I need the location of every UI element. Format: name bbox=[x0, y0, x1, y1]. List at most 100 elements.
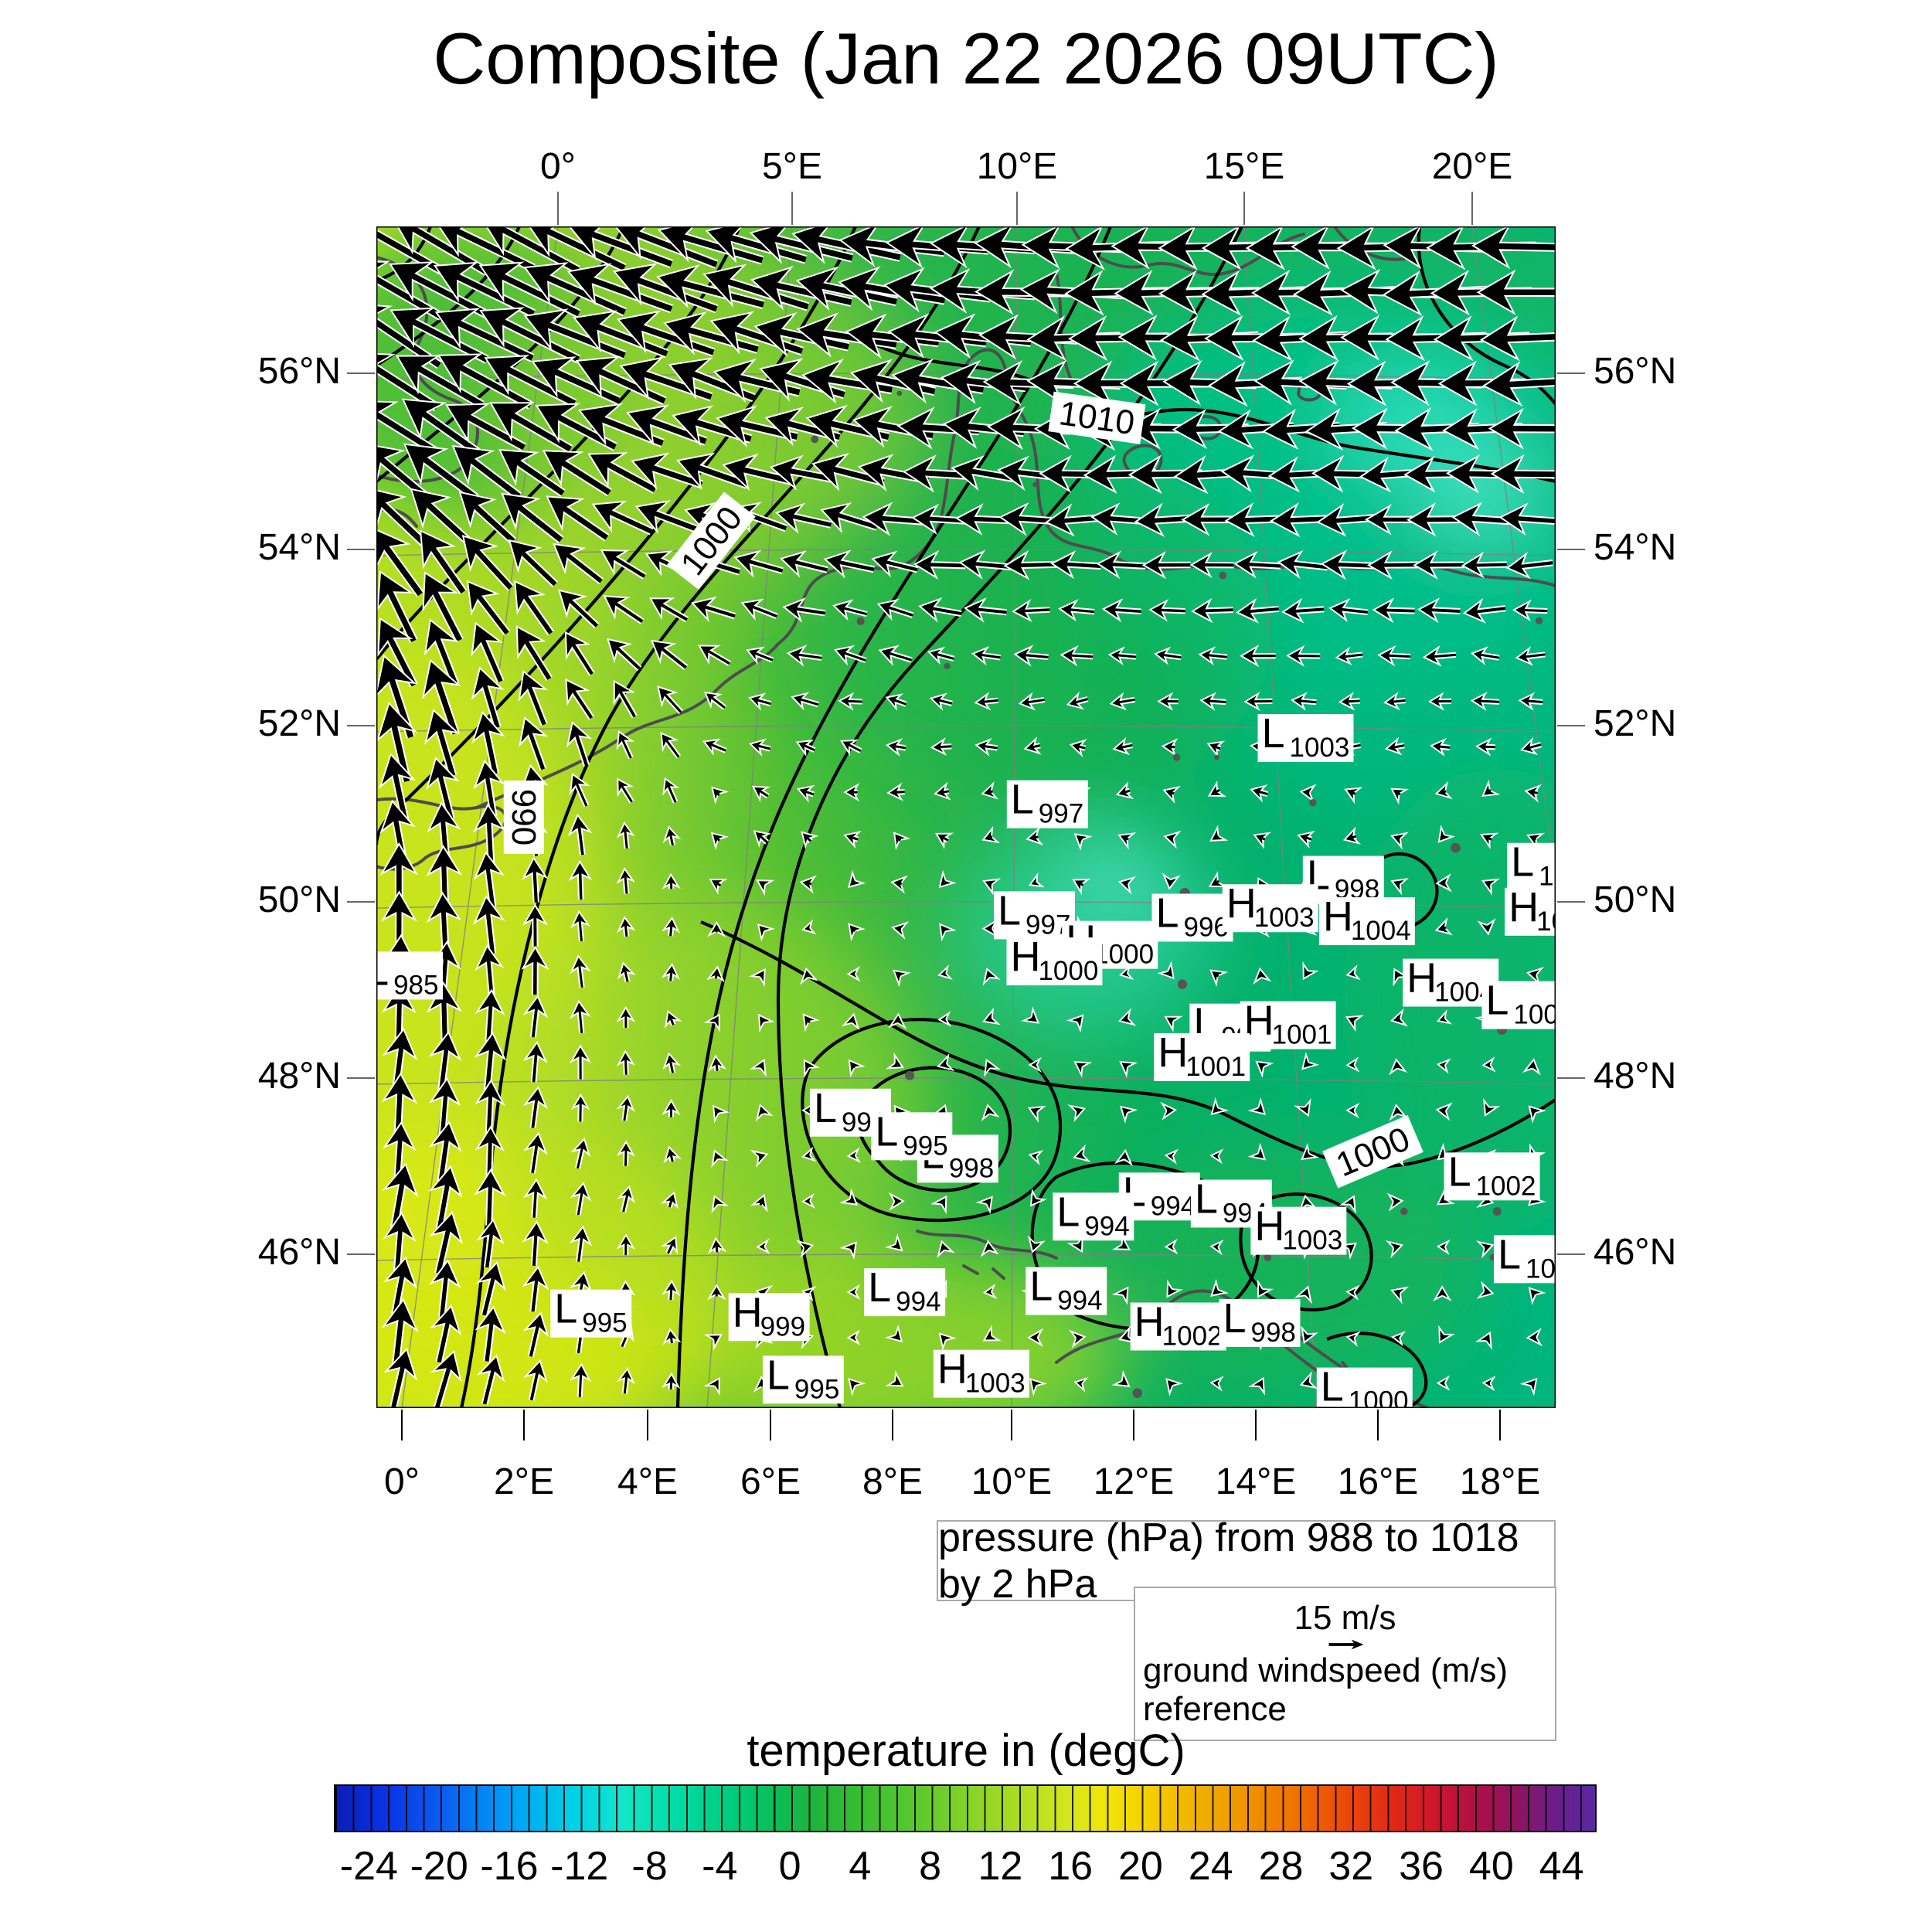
svg-text:H: H bbox=[1158, 1029, 1188, 1076]
axis-bottom-label: 12°E bbox=[1093, 1461, 1175, 1502]
colorbar-tick-label: -4 bbox=[702, 1844, 738, 1889]
svg-text:H: H bbox=[937, 1346, 968, 1393]
axis-right-label: 52°N bbox=[1594, 703, 1677, 744]
colorbar-tick-label: 20 bbox=[1118, 1844, 1163, 1889]
axis-left-tick bbox=[347, 372, 375, 374]
axis-left-label: 54°N bbox=[257, 527, 341, 568]
svg-text:H: H bbox=[1509, 884, 1539, 930]
svg-text:L: L bbox=[1155, 889, 1179, 936]
svg-text:H: H bbox=[1323, 893, 1353, 940]
axis-bottom-label: 14°E bbox=[1215, 1461, 1297, 1502]
svg-text:1000: 1000 bbox=[1038, 956, 1098, 986]
svg-text:L: L bbox=[1498, 1231, 1521, 1277]
svg-text:10: 10 bbox=[1539, 862, 1556, 892]
axis-top-tick bbox=[791, 192, 793, 225]
pressure-center-low: L 997 bbox=[1006, 777, 1088, 829]
svg-text:L: L bbox=[1056, 1189, 1080, 1235]
pressure-center-low: L 996 bbox=[1151, 889, 1233, 942]
axis-left-tick bbox=[347, 549, 375, 550]
svg-text:L: L bbox=[1485, 978, 1509, 1024]
wind-reference-caption: ground windspeed (m/s) reference bbox=[1143, 1651, 1509, 1728]
svg-text:H: H bbox=[1226, 880, 1257, 927]
pressure-legend-text: pressure (hPa) from 988 to 1018 by 2 hPa bbox=[938, 1515, 1519, 1607]
svg-text:H: H bbox=[733, 1289, 763, 1335]
svg-text:H: H bbox=[1134, 1298, 1165, 1345]
svg-text:L: L bbox=[1223, 1295, 1246, 1342]
svg-text:994: 994 bbox=[1084, 1211, 1129, 1241]
svg-text:996: 996 bbox=[1183, 912, 1228, 942]
pressure-center-low: L 994 bbox=[1026, 1264, 1107, 1316]
svg-text:990: 990 bbox=[505, 789, 543, 845]
wind-vectors bbox=[376, 226, 1556, 1408]
axis-bottom-tick bbox=[1499, 1410, 1501, 1440]
colorbar-tick-label: 24 bbox=[1188, 1844, 1233, 1889]
axis-bottom-tick bbox=[770, 1410, 771, 1440]
axis-right-label: 56°N bbox=[1594, 351, 1677, 392]
axis-right-tick bbox=[1557, 901, 1585, 903]
axis-bottom-tick bbox=[1133, 1410, 1134, 1440]
wind-reference-arrow-icon bbox=[1328, 1639, 1364, 1650]
svg-text:H: H bbox=[1010, 934, 1040, 980]
svg-text:H: H bbox=[1254, 1203, 1284, 1250]
svg-text:1002: 1002 bbox=[1162, 1321, 1223, 1351]
svg-text:995: 995 bbox=[794, 1374, 839, 1404]
wind-reference-box: 15 m/s ground windspeed (m/s) reference bbox=[1134, 1587, 1556, 1741]
pressure-center-low: L 994 bbox=[1118, 1168, 1200, 1221]
axis-bottom-label: 2°E bbox=[494, 1461, 554, 1502]
axis-top-label: 5°E bbox=[762, 146, 822, 187]
axis-bottom-tick bbox=[1377, 1410, 1379, 1440]
pressure-center-low: L 994 bbox=[864, 1264, 946, 1317]
svg-text:998: 998 bbox=[1250, 1318, 1295, 1348]
svg-text:L: L bbox=[1261, 710, 1284, 757]
colorbar-tick-label: 4 bbox=[849, 1844, 872, 1889]
svg-text:L: L bbox=[767, 1352, 790, 1398]
colorbar-tick-label: 8 bbox=[919, 1844, 942, 1889]
svg-text:998: 998 bbox=[949, 1153, 994, 1183]
axis-right-label: 46°N bbox=[1594, 1232, 1677, 1273]
svg-text:1001: 1001 bbox=[1513, 1000, 1556, 1030]
axis-bottom-tick bbox=[1011, 1410, 1012, 1440]
colorbar-tick-label: 0 bbox=[778, 1844, 801, 1889]
svg-text:995: 995 bbox=[903, 1131, 947, 1161]
colorbar-tick-label: 12 bbox=[978, 1844, 1023, 1889]
colorbar-tick-label: -16 bbox=[480, 1844, 539, 1889]
svg-text:995: 995 bbox=[582, 1308, 627, 1338]
svg-text:L: L bbox=[875, 1108, 898, 1155]
svg-text:1003: 1003 bbox=[1254, 903, 1315, 933]
svg-text:L: L bbox=[1321, 1364, 1344, 1408]
axis-left-tick bbox=[347, 725, 375, 726]
colorbar-tick-label: 32 bbox=[1328, 1844, 1374, 1889]
axis-bottom-label: 8°E bbox=[862, 1461, 923, 1502]
svg-text:L: L bbox=[554, 1286, 577, 1332]
axis-right-tick bbox=[1557, 725, 1585, 726]
axis-left-tick bbox=[347, 1077, 375, 1079]
pressure-center-low: L10 bbox=[1507, 839, 1556, 892]
svg-text:1004: 1004 bbox=[1351, 916, 1411, 946]
axis-left-label: 50°N bbox=[257, 879, 341, 920]
colorbar-tick-label: -12 bbox=[550, 1844, 609, 1889]
axis-right-label: 54°N bbox=[1594, 527, 1677, 568]
axis-top-label: 10°E bbox=[976, 146, 1058, 187]
svg-text:10: 10 bbox=[1536, 906, 1556, 937]
pressure-center-low: L 994 bbox=[1053, 1189, 1134, 1241]
svg-text:994: 994 bbox=[1151, 1191, 1196, 1221]
axis-bottom-label: 0° bbox=[384, 1461, 420, 1502]
axis-bottom-label: 10°E bbox=[971, 1461, 1053, 1502]
axis-bottom-label: 16°E bbox=[1337, 1461, 1419, 1502]
svg-text:1000: 1000 bbox=[1094, 940, 1154, 970]
pressure-center-low: L1001 bbox=[1481, 978, 1556, 1030]
temperature-shading bbox=[376, 226, 1556, 1408]
svg-text:1003: 1003 bbox=[965, 1369, 1026, 1399]
axis-bottom-tick bbox=[892, 1410, 893, 1440]
pressure-center-high: H10 bbox=[1505, 884, 1556, 937]
svg-text:L: L bbox=[1511, 839, 1534, 886]
axis-bottom-label: 4°E bbox=[617, 1461, 678, 1502]
